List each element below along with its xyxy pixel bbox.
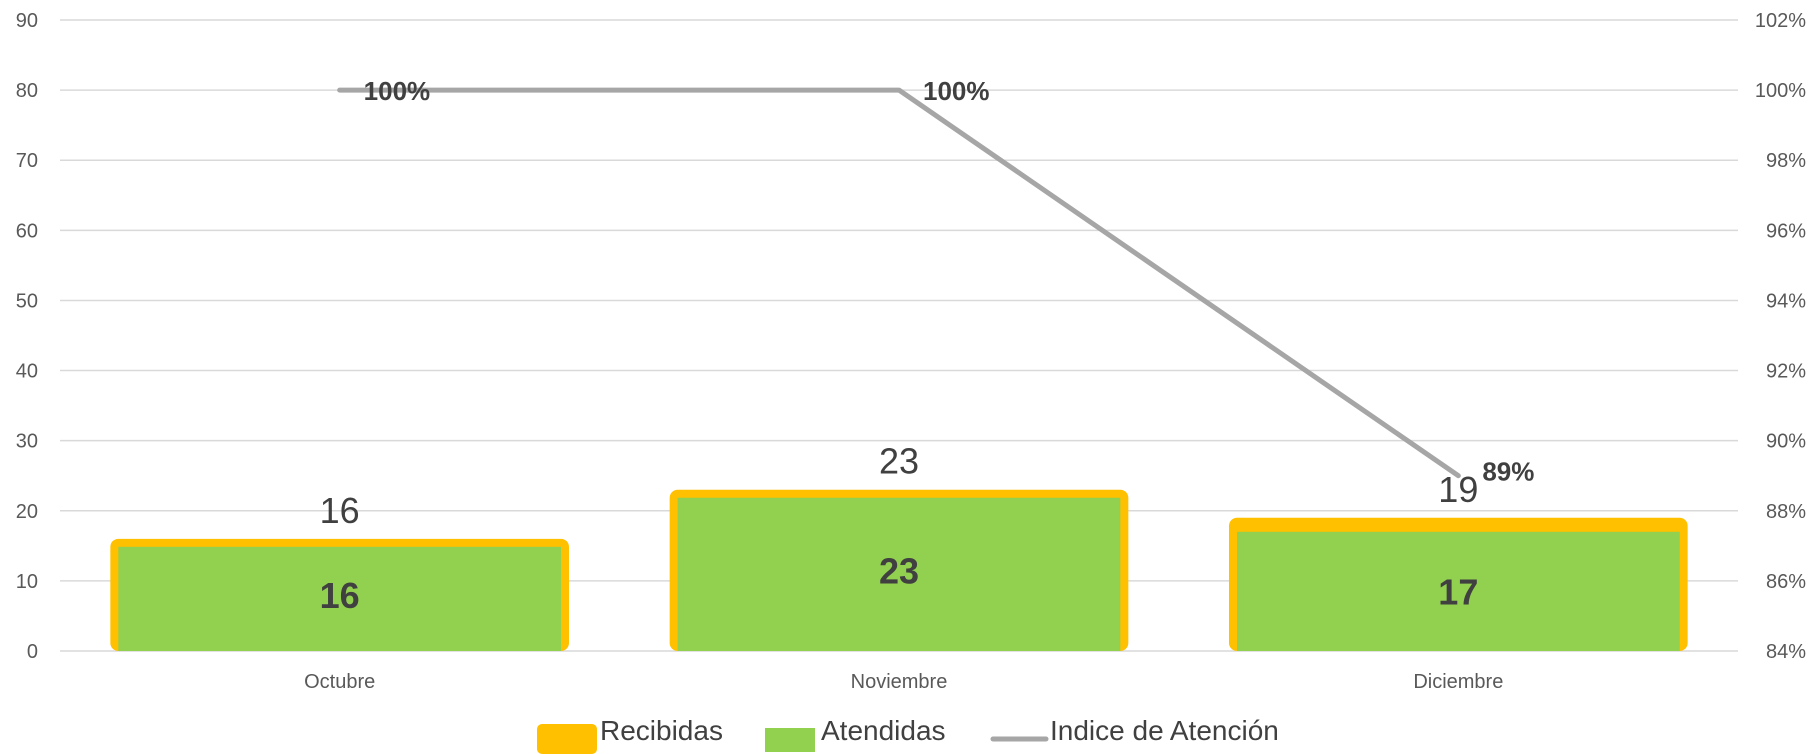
- right-tick-label: 102%: [1755, 10, 1806, 32]
- label-atendidas: 23: [879, 550, 919, 591]
- left-tick-label: 80: [16, 80, 38, 102]
- label-atendidas: 16: [320, 575, 360, 616]
- label-indice: 100%: [364, 76, 431, 106]
- right-tick-label: 94%: [1766, 290, 1806, 312]
- left-tick-label: 70: [16, 150, 38, 172]
- category-axis: Octubre Noviembre Diciembre: [304, 671, 1503, 693]
- data-labels: 16 16 100% 23 23 100% 19 17 89%: [320, 76, 1535, 616]
- left-tick-label: 90: [16, 10, 38, 32]
- legend-swatch-recibidas: [537, 724, 597, 754]
- indice-line-path: [337, 87, 1461, 479]
- bar-atendidas: [677, 497, 1121, 651]
- right-tick-label: 88%: [1766, 501, 1806, 523]
- category-label: Octubre: [304, 671, 375, 693]
- legend-label-atendidas: Atendidas: [821, 715, 946, 746]
- left-tick-label: 30: [16, 431, 38, 453]
- label-recibidas: 19: [1438, 469, 1478, 510]
- label-indice: 89%: [1482, 457, 1534, 487]
- bar-atendidas: [1237, 531, 1680, 651]
- legend-label-indice: Indice de Atención: [1050, 715, 1279, 746]
- bars: [110, 489, 1688, 651]
- right-tick-label: 100%: [1755, 80, 1806, 102]
- left-tick-label: 40: [16, 361, 38, 383]
- label-indice: 100%: [923, 76, 990, 106]
- right-tick-label: 96%: [1766, 220, 1806, 242]
- bar-atendidas: [118, 546, 561, 651]
- category-label: Diciembre: [1413, 671, 1503, 693]
- legend: Recibidas Atendidas Indice de Atención: [537, 715, 1279, 754]
- left-tick-label: 60: [16, 220, 38, 242]
- category-label: Noviembre: [851, 671, 948, 693]
- left-tick-label: 0: [27, 641, 38, 663]
- left-tick-label: 10: [16, 571, 38, 593]
- label-recibidas: 23: [879, 441, 919, 482]
- left-tick-label: 20: [16, 501, 38, 523]
- right-tick-label: 84%: [1766, 641, 1806, 663]
- right-tick-label: 92%: [1766, 361, 1806, 383]
- left-axis: 0 10 20 30 40 50 60 70 80 90: [16, 10, 38, 663]
- right-tick-label: 98%: [1766, 150, 1806, 172]
- indice-line: [337, 87, 1461, 479]
- right-tick-label: 86%: [1766, 571, 1806, 593]
- legend-label-recibidas: Recibidas: [600, 715, 723, 746]
- legend-swatch-atendidas: [765, 728, 815, 752]
- right-axis: 84% 86% 88% 90% 92% 94% 96% 98% 100% 102%: [1755, 10, 1806, 663]
- left-tick-label: 50: [16, 290, 38, 312]
- right-tick-label: 90%: [1766, 431, 1806, 453]
- label-recibidas: 16: [320, 490, 360, 531]
- label-atendidas: 17: [1438, 571, 1478, 612]
